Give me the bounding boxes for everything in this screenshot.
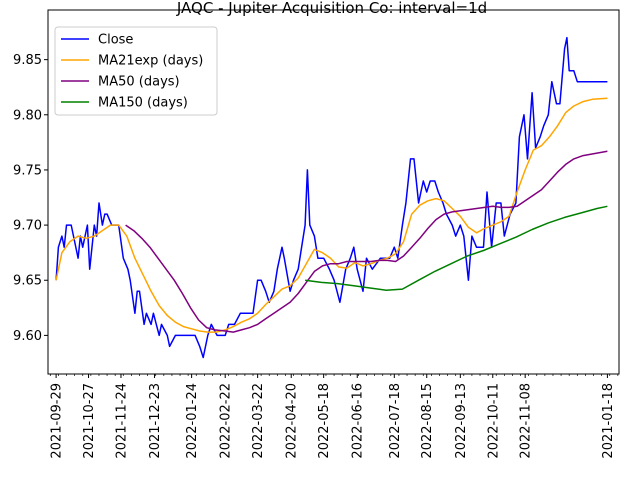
legend-box (54, 26, 218, 116)
x-tick-label-10: 2022-07-18 (388, 383, 403, 459)
series-line-3 (304, 205, 608, 291)
x-tick-label-3: 2021-12-23 (148, 383, 163, 459)
y-tick-label-3: 9.75 (13, 163, 42, 178)
plot-frame (47, 9, 620, 375)
x-tick-label-0: 2021-09-29 (50, 383, 65, 459)
series-line-2 (125, 150, 608, 333)
chart-title: JAQC - Jupiter Acquisition Co: interval=… (176, 0, 487, 17)
x-tick-label-1: 2021-10-27 (82, 383, 97, 459)
legend-label-0: Close (98, 33, 133, 48)
legend-label-2: MA50 (days) (98, 75, 180, 90)
x-tick-label-7: 2022-04-20 (285, 383, 300, 459)
x-tick-label-6: 2022-03-22 (251, 383, 266, 459)
y-tick-label-0: 9.60 (13, 329, 42, 344)
x-tick-label-8: 2022-05-18 (317, 383, 332, 459)
x-tick-label-5: 2022-02-22 (219, 383, 234, 459)
plot-lines (55, 36, 608, 359)
x-tick-label-14: 2022-11-08 (519, 383, 534, 459)
x-tick-label-15: 2021-01-18 (601, 383, 616, 459)
x-axis: 2021-09-29 2021-10-27 2021-11-24 2021-12-23… (50, 374, 619, 459)
y-tick-label-5: 9.85 (13, 53, 42, 68)
y-tick-label-4: 9.80 (13, 108, 42, 123)
series-line-1 (55, 97, 608, 333)
x-tick-label-12: 2022-09-13 (454, 383, 469, 459)
x-tick-label-9: 2022-06-16 (351, 383, 366, 459)
y-axis: 9.60 9.65 9.70 9.75 9.80 9.85 (13, 53, 48, 344)
legend-label-1: MA21exp (days) (98, 54, 203, 69)
series-line-0 (55, 36, 608, 359)
x-tick-label-13: 2022-10-11 (486, 383, 501, 459)
y-tick-label-2: 9.70 (13, 219, 42, 234)
x-tick-label-11: 2022-08-15 (420, 383, 435, 459)
y-tick-label-1: 9.65 (13, 274, 42, 289)
legend-label-3: MA150 (days) (98, 96, 188, 111)
x-tick-label-4: 2022-01-24 (185, 383, 200, 459)
x-tick-label-2: 2021-11-24 (115, 383, 130, 459)
legend: Close MA21exp (days) MA50 (days) MA150 (day… (54, 26, 218, 116)
